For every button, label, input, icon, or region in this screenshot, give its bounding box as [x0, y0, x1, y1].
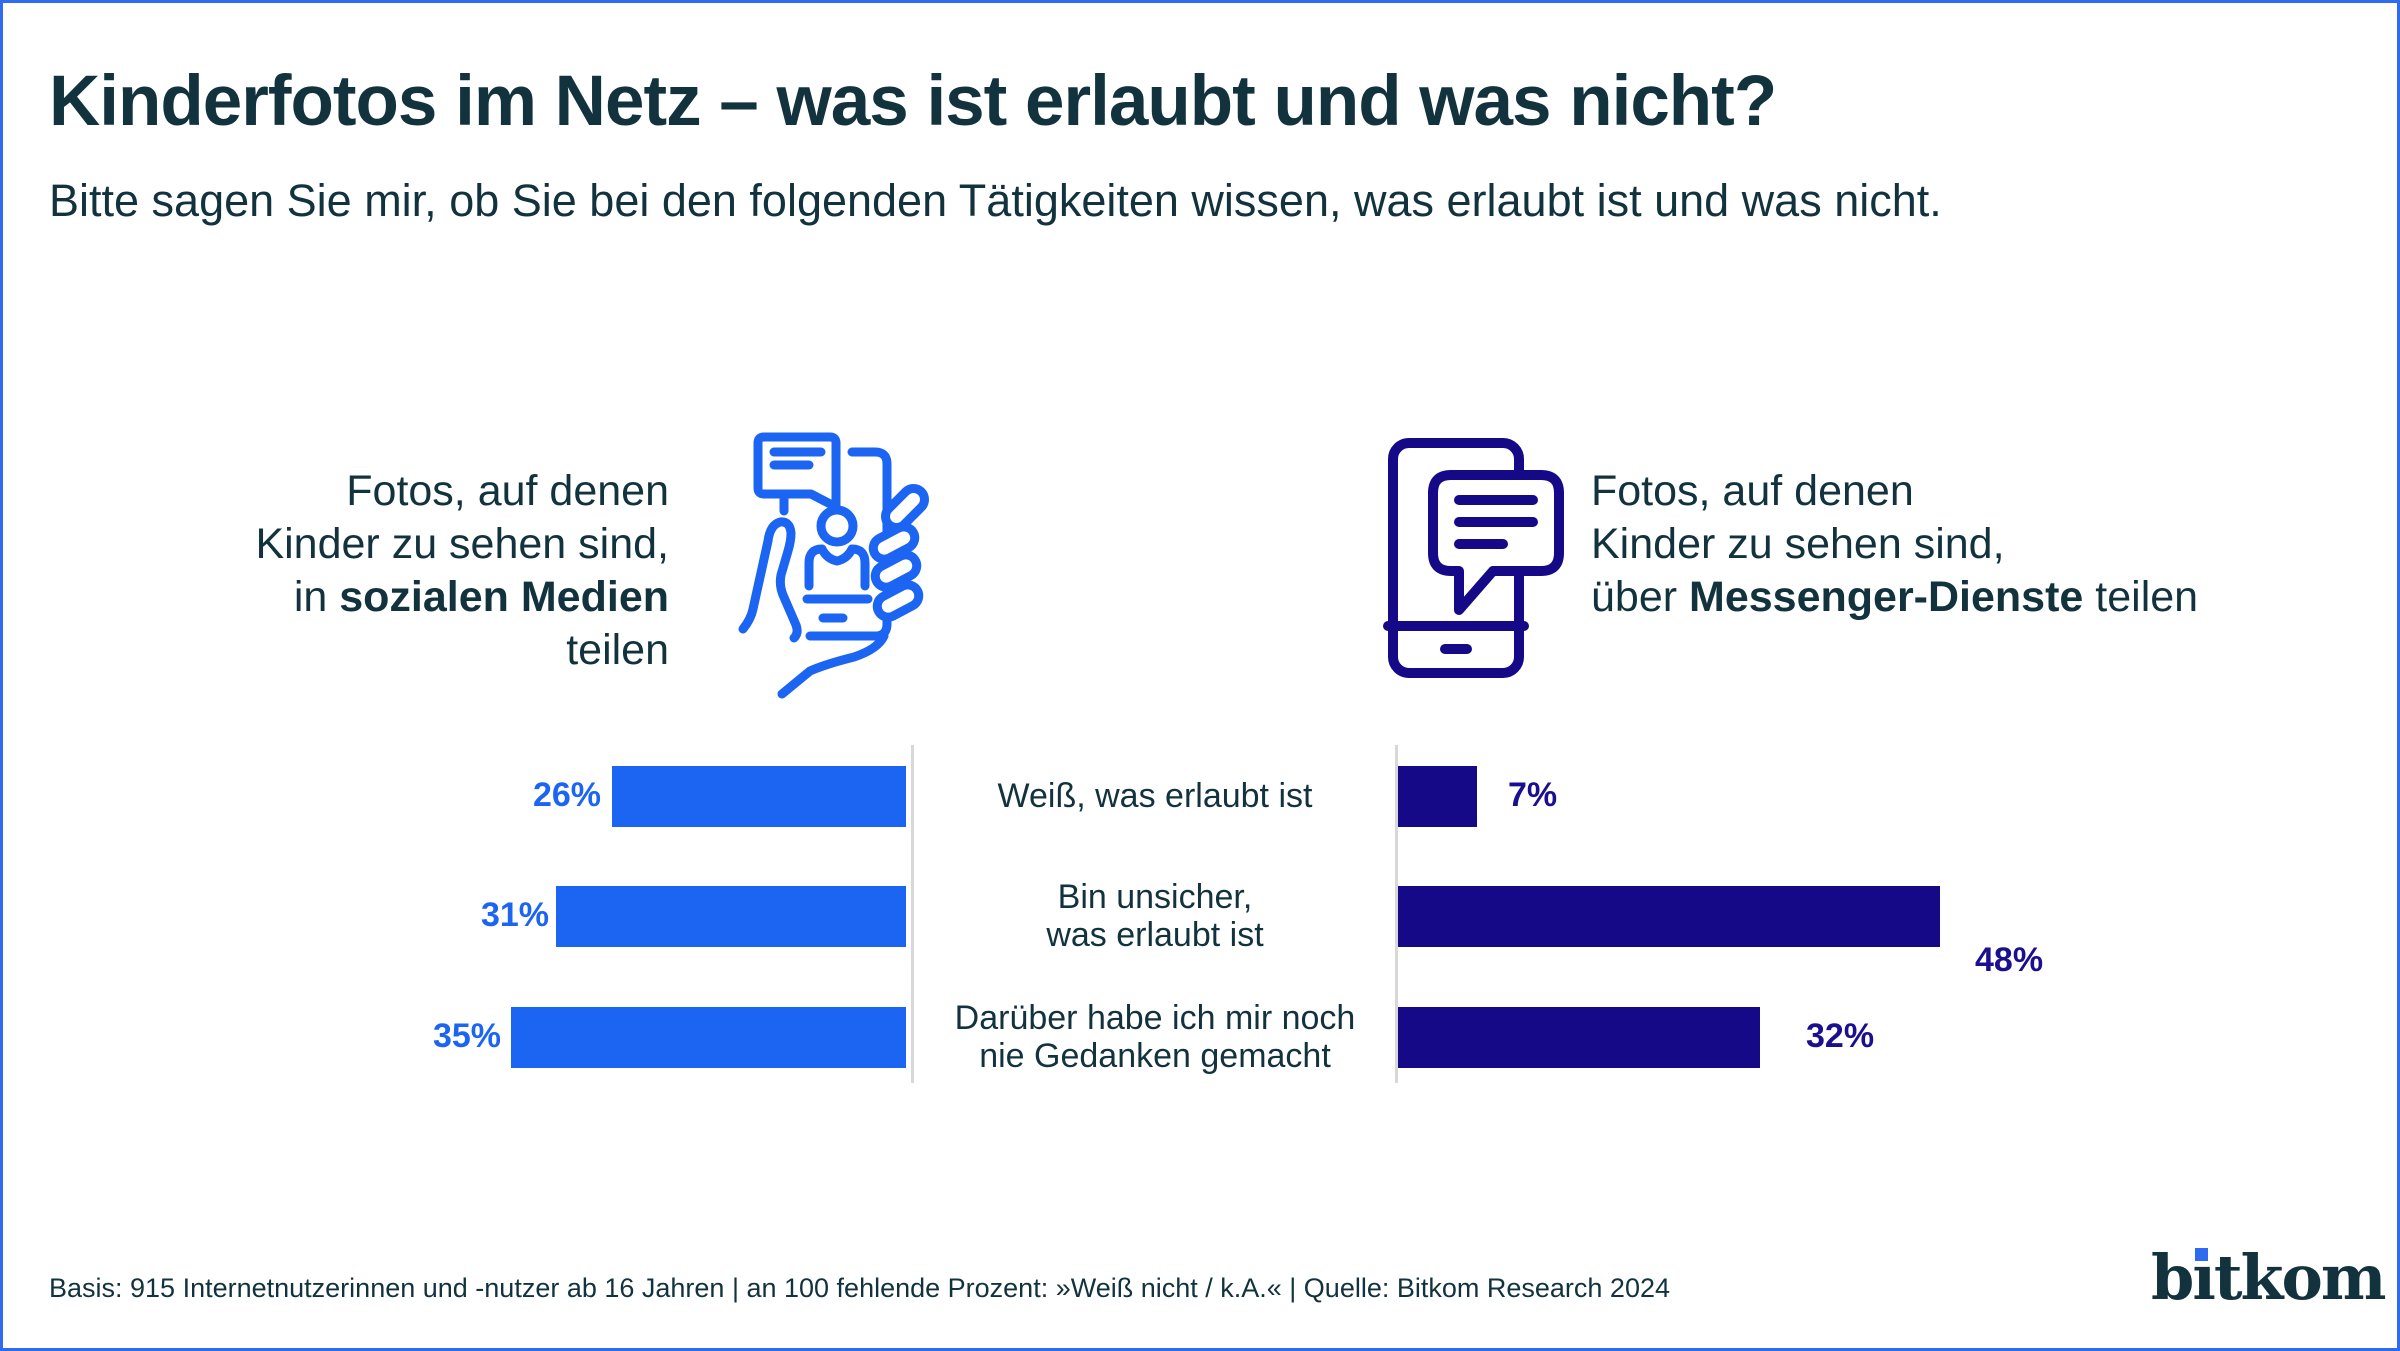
chart-axis-right	[1395, 745, 1398, 1083]
value-label-messenger-nie-gedanken: 32%	[1806, 1017, 1875, 1055]
chart-axis-left	[911, 745, 914, 1083]
hand-holding-phone-social-post-icon	[738, 432, 929, 699]
category-label-unsicher: Bin unsicher, was erlaubt ist	[1046, 878, 1264, 954]
bar-messenger-weiss	[1398, 766, 1478, 827]
caption-social-media: Fotos, auf denen Kinder zu sehen sind, i…	[183, 465, 669, 677]
logo-i-with-blue-dot: ı	[2192, 1241, 2216, 1314]
caption-line: in sozialen Medien teilen	[293, 573, 669, 674]
smartphone-chat-bubble-icon	[1383, 438, 1564, 678]
bar-social-weiss	[612, 766, 906, 827]
value-label-social-nie-gedanken: 35%	[432, 1017, 501, 1055]
bar-social-nie-gedanken	[510, 1007, 906, 1068]
value-label-messenger-unsicher: 48%	[1975, 941, 2044, 979]
caption-line: Kinder zu sehen sind,	[255, 520, 669, 568]
value-label-messenger-weiss: 7%	[1508, 776, 1558, 814]
bar-messenger-unsicher	[1398, 886, 1941, 947]
source-note: Basis: 915 Internetnutzerinnen und -nutz…	[49, 1273, 1670, 1303]
category-label-weiss: Weiß, was erlaubt ist	[997, 777, 1313, 815]
value-label-social-weiss: 26%	[532, 776, 601, 814]
bitkom-logo: bıtkom	[2151, 1241, 2386, 1314]
caption-line: über Messenger-Dienste teilen	[1591, 573, 2199, 621]
bar-messenger-nie-gedanken	[1398, 1007, 1760, 1068]
caption-line: Fotos, auf denen	[1591, 467, 1914, 515]
bar-social-unsicher	[555, 886, 906, 947]
value-label-social-unsicher: 31%	[480, 896, 549, 934]
category-label-nie-gedanken: Darüber habe ich mir noch nie Gedanken g…	[954, 999, 1356, 1075]
caption-messenger: Fotos, auf denen Kinder zu sehen sind, ü…	[1591, 465, 2291, 624]
page-subtitle: Bitte sagen Sie mir, ob Sie bei den folg…	[49, 175, 1942, 226]
page-title: Kinderfotos im Netz – was ist erlaubt un…	[49, 62, 1777, 141]
caption-line: Fotos, auf denen	[346, 467, 669, 515]
caption-line: Kinder zu sehen sind,	[1591, 520, 2005, 568]
